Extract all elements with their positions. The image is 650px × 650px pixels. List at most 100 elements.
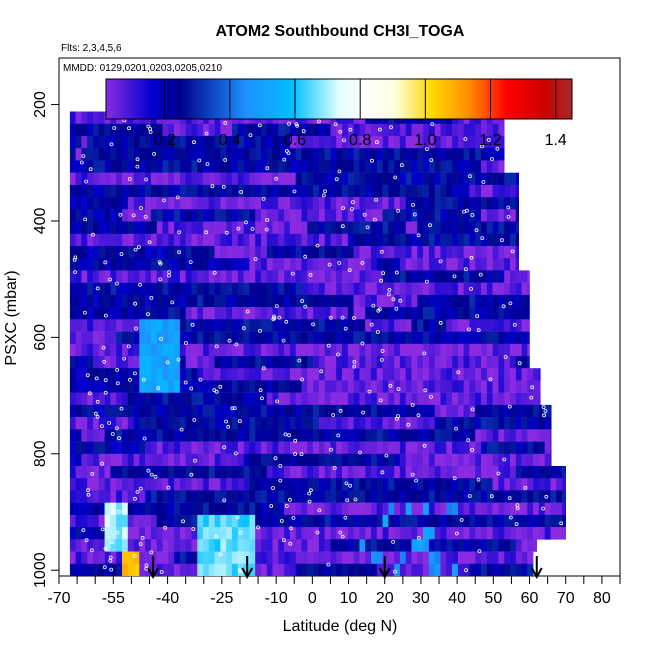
heatmap-cell <box>185 453 192 467</box>
heatmap-cell <box>388 539 395 552</box>
heatmap-cell <box>150 123 157 137</box>
heatmap-cell <box>266 343 273 357</box>
heatmap-cell <box>179 172 186 186</box>
heatmap-cell <box>498 343 505 357</box>
heatmap-cell <box>533 392 540 406</box>
heatmap-cell <box>156 160 163 173</box>
heatmap-cell <box>481 148 488 161</box>
heatmap-cell <box>342 294 349 308</box>
heatmap-cell <box>527 551 534 565</box>
heatmap-cell <box>255 148 262 161</box>
heatmap-cell <box>538 417 545 430</box>
heatmap-cell <box>457 258 464 271</box>
heatmap-cell <box>69 514 76 528</box>
heatmap-cell <box>284 502 291 516</box>
heatmap-cell <box>417 282 424 296</box>
heatmap-cell <box>498 527 505 540</box>
heatmap-cell <box>550 453 552 467</box>
heatmap-cell <box>220 392 227 406</box>
heatmap-cell <box>75 258 82 271</box>
heatmap-cell <box>353 307 360 320</box>
sample-marker <box>508 515 513 520</box>
heatmap-cell <box>515 527 522 540</box>
sample-marker <box>212 270 217 275</box>
heatmap-cell <box>463 539 470 552</box>
sample-marker <box>293 438 298 443</box>
heatmap-cell <box>446 172 453 186</box>
heatmap-cell <box>515 331 522 345</box>
heatmap-cell <box>382 453 389 467</box>
heatmap-cell <box>272 429 279 442</box>
heatmap-cell <box>220 294 227 308</box>
heatmap-cell <box>156 441 163 455</box>
heatmap-cell <box>463 282 470 296</box>
heatmap-cell <box>417 356 424 369</box>
heatmap-cell <box>452 184 459 198</box>
heatmap-cell <box>255 172 262 186</box>
heatmap-cell <box>220 270 227 283</box>
heatmap-cell <box>208 307 215 320</box>
heatmap-cell <box>249 466 256 479</box>
heatmap-cell <box>261 258 268 271</box>
heatmap-cell <box>133 563 140 576</box>
heatmap-cell <box>133 539 140 552</box>
heatmap-cell <box>179 136 186 149</box>
heatmap-cell <box>510 392 517 406</box>
heatmap-cell <box>278 502 285 516</box>
heatmap-cell <box>446 502 453 516</box>
sample-marker <box>331 413 336 417</box>
heatmap-cell <box>174 282 181 296</box>
heatmap-cell <box>307 392 314 406</box>
heatmap-cell <box>399 294 406 308</box>
sample-marker <box>416 233 421 238</box>
heatmap-cell <box>469 527 476 540</box>
sample-marker <box>317 508 322 513</box>
heatmap-cell <box>162 282 169 296</box>
heatmap-cell <box>98 392 105 406</box>
heatmap-cell <box>261 429 268 442</box>
heatmap-cell <box>538 478 545 491</box>
heatmap-cell <box>457 551 464 565</box>
heatmap-cell <box>405 270 412 283</box>
heatmap-cell <box>150 478 157 491</box>
heatmap-cell <box>330 404 337 418</box>
heatmap-cell <box>232 233 239 247</box>
heatmap-cell <box>261 527 268 540</box>
heatmap-cell <box>342 417 349 430</box>
heatmap-cell <box>359 368 366 381</box>
heatmap-cell <box>122 282 129 296</box>
sample-marker <box>379 249 384 254</box>
heatmap-cell <box>156 343 163 357</box>
heatmap-cell <box>481 417 488 430</box>
sample-marker <box>115 367 120 372</box>
heatmap-cell <box>116 453 123 467</box>
heatmap-cell <box>174 502 181 516</box>
heatmap-cell <box>284 453 291 467</box>
heatmap-cell <box>469 514 476 528</box>
heatmap-cell <box>266 404 273 418</box>
heatmap-cell <box>452 466 459 479</box>
heatmap-cell <box>399 392 406 406</box>
heatmap-cell <box>417 514 424 528</box>
sample-marker <box>85 373 90 378</box>
heatmap-cell <box>463 258 470 271</box>
heatmap-cell <box>69 123 76 137</box>
heatmap-cell <box>139 172 146 186</box>
heatmap-cell <box>365 368 372 381</box>
heatmap-cell <box>498 441 505 455</box>
heatmap-cell <box>174 258 181 271</box>
sample-marker <box>469 255 474 260</box>
sample-marker <box>245 309 250 314</box>
heatmap-cell <box>521 343 528 357</box>
heatmap-cell <box>168 172 175 186</box>
heatmap-cell <box>486 270 493 283</box>
heatmap-cell <box>521 478 528 491</box>
heatmap-cell <box>301 563 308 576</box>
heatmap-cell <box>533 404 540 418</box>
heatmap-cell <box>446 160 453 173</box>
heatmap-cell <box>266 466 273 479</box>
heatmap-cell <box>278 160 285 173</box>
heatmap-cell <box>376 441 383 455</box>
sample-marker <box>287 121 291 126</box>
heatmap-cell <box>203 184 210 198</box>
